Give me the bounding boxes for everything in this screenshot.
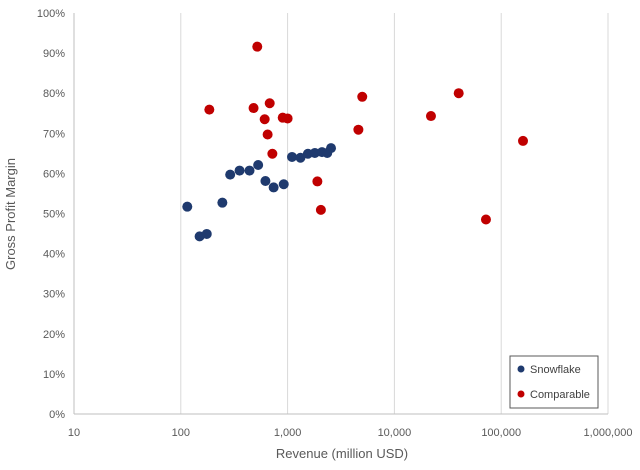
data-point-comparable [353,124,364,135]
tick-labels: 0% 10% 20% 30% 40% 50% 60% 70% 80% 90% 100% 10 100 1,… [37,8,633,439]
data-point-comparable [267,148,278,159]
data-points [182,41,528,242]
legend-marker-snowflake [517,365,525,373]
data-point-comparable [248,103,259,114]
y-tick-label: 20% [43,329,65,341]
data-point-comparable [453,88,464,99]
data-point-comparable [259,114,270,125]
data-point-snowflake [234,165,245,176]
data-point-comparable [425,111,436,122]
data-point-snowflake [244,165,255,176]
x-tick-label: 1,000,000 [584,427,633,439]
data-point-comparable [480,214,491,225]
legend-marker-comparable [517,390,525,398]
y-tick-label: 70% [43,128,65,140]
legend-box [509,355,599,409]
y-tick-label: 40% [43,249,65,261]
data-point-snowflake [260,176,271,187]
data-point-snowflake [268,182,279,193]
x-tick-label: 1,000 [274,427,302,439]
data-point-comparable [204,104,215,115]
data-point-comparable [315,204,326,215]
data-point-snowflake [217,197,228,208]
x-tick-label: 10 [68,427,80,439]
legend: Snowflake Comparable [509,355,599,409]
data-point-comparable [357,91,368,102]
data-point-comparable [282,113,293,124]
data-point-snowflake [278,179,289,190]
legend-label-comparable: Comparable [530,389,590,401]
legend-label-snowflake: Snowflake [530,364,581,376]
y-tick-label: 30% [43,289,65,301]
data-point-snowflake [326,143,337,154]
x-tick-label: 100 [172,427,190,439]
x-tick-label: 10,000 [378,427,412,439]
data-point-comparable [252,41,263,52]
data-point-snowflake [295,152,306,163]
y-tick-label: 100% [37,8,65,20]
axis-layer [73,13,608,415]
x-axis-title: Revenue (million USD) [276,446,408,461]
data-point-snowflake [225,169,236,180]
data-point-comparable [518,135,528,146]
y-tick-label: 80% [43,88,65,100]
y-tick-label: 0% [49,409,65,421]
data-point-snowflake [287,151,298,162]
data-point-comparable [264,98,275,109]
data-point-comparable [262,129,273,140]
data-point-comparable [312,176,323,187]
y-tick-label: 60% [43,168,65,180]
grid-layer [180,13,609,414]
y-tick-label: 10% [43,369,65,381]
data-point-snowflake [201,228,212,239]
y-tick-label: 50% [43,209,65,221]
data-point-snowflake [253,159,264,170]
y-tick-label: 90% [43,48,65,60]
data-point-snowflake [182,201,193,212]
x-tick-label: 100,000 [481,427,521,439]
y-axis-title: Gross Profit Margin [3,158,18,270]
